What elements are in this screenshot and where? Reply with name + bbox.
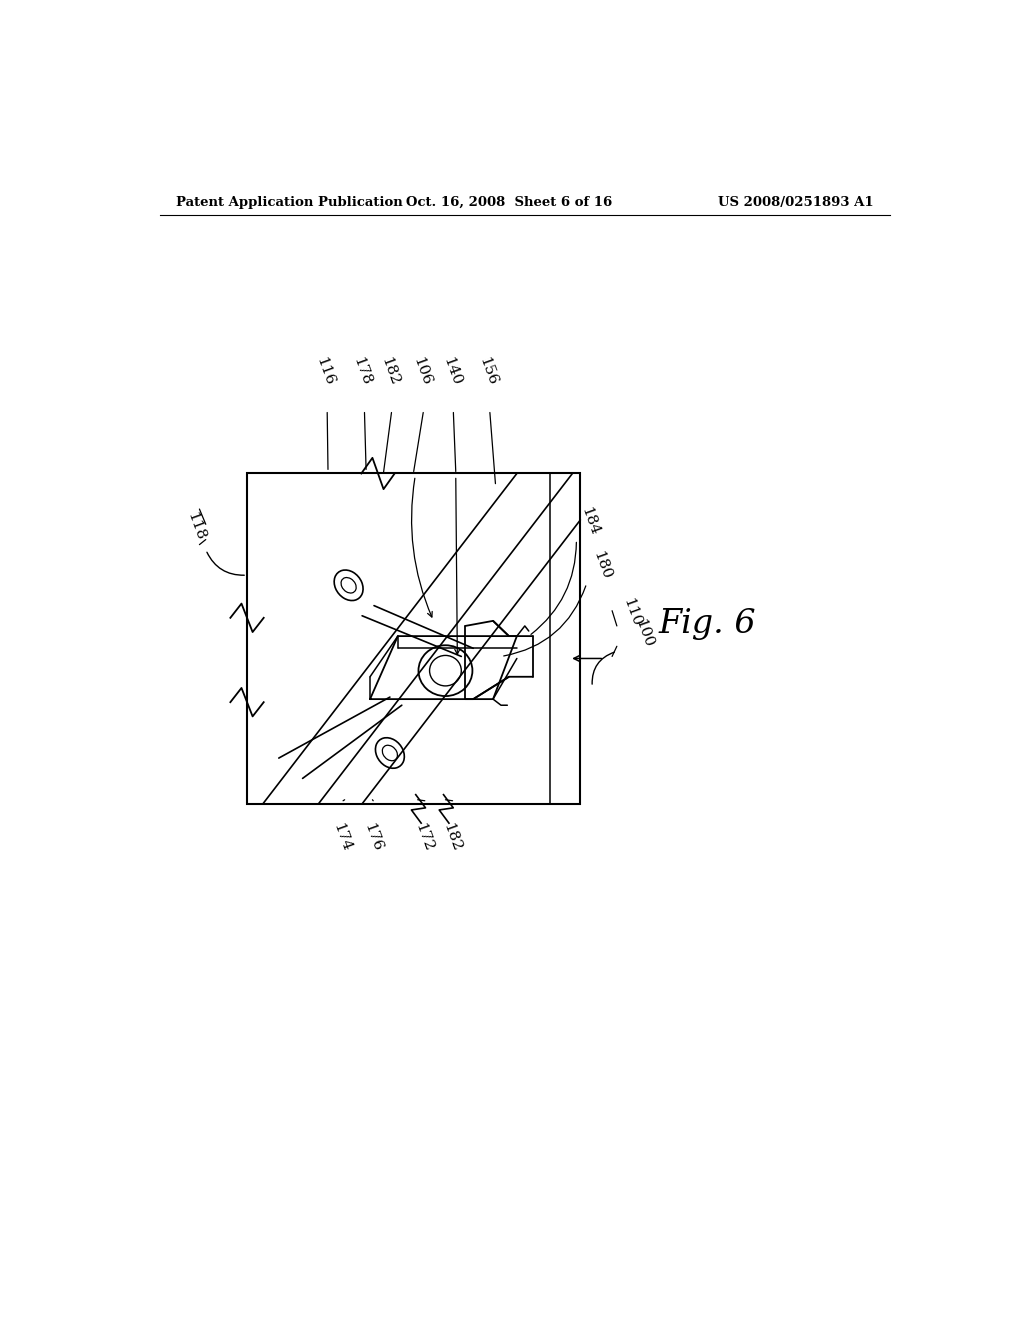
Text: 176: 176 bbox=[360, 821, 384, 853]
Text: 116: 116 bbox=[313, 355, 337, 387]
Text: 172: 172 bbox=[413, 821, 435, 853]
Text: Patent Application Publication: Patent Application Publication bbox=[176, 195, 402, 209]
Text: 140: 140 bbox=[440, 355, 464, 387]
Text: 178: 178 bbox=[350, 355, 374, 387]
FancyArrowPatch shape bbox=[207, 552, 245, 576]
Text: 106: 106 bbox=[410, 355, 433, 387]
Bar bbox=[247, 474, 581, 804]
FancyArrowPatch shape bbox=[531, 543, 577, 635]
Text: 182: 182 bbox=[440, 821, 463, 853]
Text: 174: 174 bbox=[331, 821, 354, 853]
Text: 118: 118 bbox=[184, 511, 208, 543]
Text: 110: 110 bbox=[620, 597, 643, 628]
Text: 180: 180 bbox=[590, 549, 613, 581]
Text: 100: 100 bbox=[633, 616, 656, 649]
FancyArrowPatch shape bbox=[504, 586, 586, 656]
FancyArrowPatch shape bbox=[592, 652, 614, 684]
Text: 182: 182 bbox=[378, 355, 401, 387]
Text: Fig. 6: Fig. 6 bbox=[658, 609, 756, 640]
Text: Oct. 16, 2008  Sheet 6 of 16: Oct. 16, 2008 Sheet 6 of 16 bbox=[406, 195, 612, 209]
Text: US 2008/0251893 A1: US 2008/0251893 A1 bbox=[719, 195, 873, 209]
Text: 184: 184 bbox=[579, 506, 602, 537]
Text: 156: 156 bbox=[476, 355, 499, 387]
